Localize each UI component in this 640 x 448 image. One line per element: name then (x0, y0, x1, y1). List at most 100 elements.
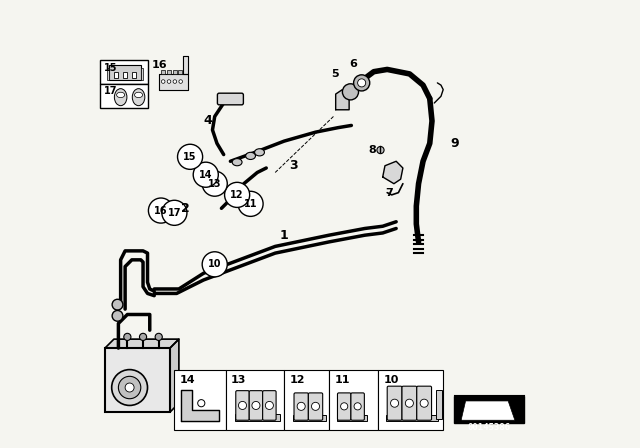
Circle shape (125, 383, 134, 392)
FancyBboxPatch shape (329, 370, 378, 430)
Text: 16: 16 (154, 206, 168, 215)
Circle shape (161, 80, 165, 83)
FancyBboxPatch shape (100, 84, 148, 108)
Text: 10: 10 (383, 375, 399, 385)
FancyBboxPatch shape (235, 414, 280, 421)
Circle shape (354, 403, 361, 410)
Polygon shape (181, 390, 220, 421)
Circle shape (420, 399, 428, 407)
FancyBboxPatch shape (174, 370, 226, 430)
Circle shape (377, 146, 384, 154)
Polygon shape (159, 74, 188, 90)
FancyBboxPatch shape (417, 386, 431, 420)
Circle shape (124, 333, 131, 340)
FancyBboxPatch shape (236, 391, 249, 420)
Circle shape (266, 401, 273, 409)
FancyBboxPatch shape (161, 70, 165, 74)
Text: 12: 12 (230, 190, 244, 200)
Text: 15: 15 (104, 63, 118, 73)
Circle shape (202, 252, 227, 277)
FancyBboxPatch shape (387, 415, 438, 421)
Circle shape (155, 333, 163, 340)
Text: 00145386: 00145386 (468, 423, 511, 432)
Circle shape (118, 376, 141, 399)
Circle shape (173, 80, 177, 83)
Circle shape (225, 182, 250, 207)
FancyBboxPatch shape (402, 386, 417, 420)
Polygon shape (105, 339, 179, 348)
Polygon shape (184, 56, 188, 74)
Text: 13: 13 (230, 375, 246, 385)
Text: 13: 13 (208, 179, 221, 189)
FancyBboxPatch shape (294, 393, 308, 420)
Circle shape (140, 333, 147, 340)
Ellipse shape (255, 149, 264, 156)
Circle shape (239, 401, 246, 409)
Ellipse shape (246, 152, 255, 159)
Polygon shape (336, 90, 349, 110)
Text: 17: 17 (168, 208, 181, 218)
Polygon shape (383, 161, 403, 184)
Text: 12: 12 (289, 375, 305, 385)
FancyBboxPatch shape (436, 390, 442, 419)
Text: 14: 14 (179, 375, 195, 385)
Polygon shape (461, 401, 515, 420)
Circle shape (177, 144, 203, 169)
Polygon shape (170, 339, 179, 412)
Text: 11: 11 (244, 199, 257, 209)
Circle shape (162, 200, 187, 225)
FancyBboxPatch shape (105, 348, 170, 412)
Ellipse shape (132, 89, 145, 106)
FancyBboxPatch shape (262, 391, 276, 420)
Text: 11: 11 (334, 375, 350, 385)
Circle shape (297, 402, 305, 410)
Ellipse shape (134, 92, 143, 98)
Circle shape (198, 400, 205, 407)
Ellipse shape (232, 159, 242, 166)
Circle shape (179, 80, 182, 83)
Text: 7: 7 (385, 188, 394, 198)
Text: 1: 1 (280, 228, 289, 242)
FancyBboxPatch shape (179, 70, 182, 74)
Circle shape (358, 79, 365, 87)
Circle shape (167, 80, 171, 83)
FancyBboxPatch shape (337, 393, 351, 420)
FancyBboxPatch shape (114, 72, 118, 78)
FancyBboxPatch shape (109, 65, 141, 80)
Text: 16: 16 (152, 60, 168, 70)
Circle shape (390, 399, 399, 407)
Circle shape (202, 171, 227, 196)
FancyBboxPatch shape (454, 396, 524, 423)
Text: 14: 14 (199, 170, 212, 180)
FancyBboxPatch shape (141, 69, 143, 80)
Circle shape (112, 370, 148, 405)
Circle shape (238, 191, 263, 216)
Circle shape (312, 402, 319, 410)
FancyBboxPatch shape (123, 72, 127, 78)
FancyBboxPatch shape (378, 370, 443, 430)
Circle shape (112, 310, 123, 321)
Circle shape (405, 399, 413, 407)
Ellipse shape (115, 89, 127, 106)
Text: 6: 6 (349, 59, 356, 69)
FancyBboxPatch shape (351, 393, 364, 420)
Text: 17: 17 (104, 86, 118, 96)
FancyBboxPatch shape (167, 70, 171, 74)
FancyBboxPatch shape (387, 386, 402, 420)
Circle shape (353, 75, 370, 91)
FancyBboxPatch shape (100, 60, 148, 84)
Circle shape (193, 162, 218, 187)
Circle shape (148, 198, 173, 223)
Circle shape (340, 403, 348, 410)
Ellipse shape (116, 92, 125, 98)
FancyBboxPatch shape (218, 93, 243, 105)
Circle shape (112, 299, 123, 310)
Text: 4: 4 (204, 114, 212, 128)
FancyBboxPatch shape (293, 415, 326, 421)
Text: 2: 2 (181, 202, 190, 215)
Text: 8: 8 (369, 145, 376, 155)
FancyBboxPatch shape (226, 370, 284, 430)
FancyBboxPatch shape (337, 415, 367, 421)
FancyBboxPatch shape (108, 69, 109, 80)
FancyBboxPatch shape (284, 370, 329, 430)
